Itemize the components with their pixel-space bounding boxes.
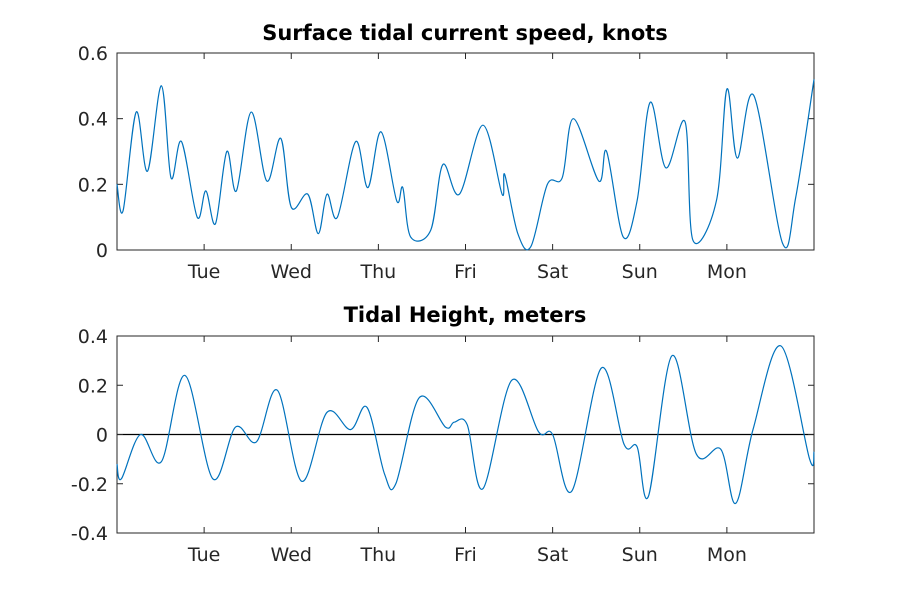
current-speed-x-tick-label: Mon	[707, 261, 747, 283]
current-speed-plot-area	[116, 52, 815, 251]
current-speed-x-tick-label: Wed	[271, 261, 312, 283]
tidal-height-x-tick-label: Mon	[707, 544, 747, 566]
current-speed-x-tick-label: Thu	[360, 261, 397, 283]
current-speed-x-tick-label: Tue	[187, 261, 220, 283]
tidal-height-panel: Tidal Height, meters -0.4 -0.2 0 0.2 0.4 Tue W…	[71, 303, 815, 566]
current-speed-y-tick-label: 0	[96, 240, 108, 262]
tidal-height-y-tick-label: 0.4	[78, 326, 108, 348]
current-speed-tick-labels: 0 0.2 0.4 0.6 Tue Wed Thu Fri Sat Sun Mon	[78, 43, 747, 283]
tidal-height-series-line	[116, 345, 815, 505]
tidal-height-x-tick-label: Tue	[187, 544, 220, 566]
current-speed-y-tick-label: 0.6	[78, 43, 108, 65]
tidal-height-title: Tidal Height, meters	[344, 303, 587, 327]
tidal-height-x-tick-label: Fri	[454, 544, 477, 566]
current-speed-y-tick-label: 0.4	[78, 109, 108, 131]
tidal-height-tick-labels: -0.4 -0.2 0 0.2 0.4 Tue Wed Thu Fri Sat Sun Mon	[71, 326, 747, 566]
current-speed-title: Surface tidal current speed, knots	[262, 21, 668, 45]
current-speed-x-tick-label: Sat	[537, 261, 568, 283]
tidal-height-ticks	[117, 335, 814, 534]
tidal-height-x-tick-label: Wed	[271, 544, 312, 566]
tidal-height-y-tick-label: -0.2	[71, 474, 108, 496]
current-speed-y-tick-label: 0.2	[78, 174, 108, 196]
current-speed-x-tick-label: Fri	[454, 261, 477, 283]
current-speed-series-line	[116, 79, 815, 251]
tidal-height-y-tick-label: -0.4	[71, 523, 108, 545]
tidal-height-x-tick-label: Sat	[537, 544, 568, 566]
tidal-height-x-tick-label: Sun	[622, 544, 658, 566]
current-speed-panel: Surface tidal current speed, knots 00.20…	[78, 21, 815, 283]
current-speed-x-tick-label: Sun	[622, 261, 658, 283]
tidal-height-y-tick-label: 0	[96, 425, 108, 447]
tidal-height-x-tick-label: Thu	[360, 544, 397, 566]
current-speed-ticks	[117, 52, 814, 251]
tidal-height-y-tick-label: 0.2	[78, 375, 108, 397]
